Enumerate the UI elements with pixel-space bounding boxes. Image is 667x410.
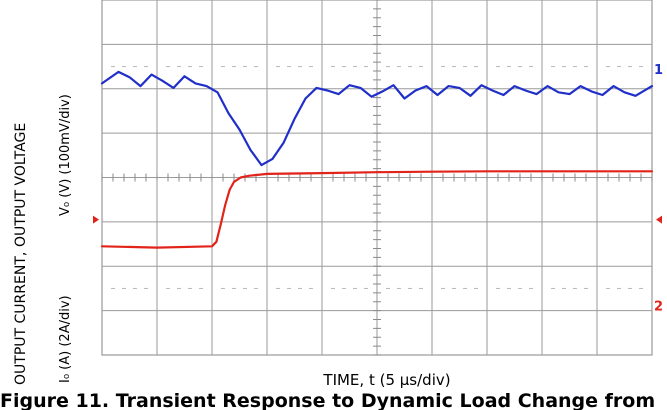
grid — [101, 0, 653, 356]
x-axis-label: TIME, t (5 µs/div) — [322, 371, 450, 389]
series-1-line — [100, 70, 654, 167]
y-axis-label-bottom: OUTPUT CURRENT, — [13, 252, 29, 385]
ground-arrow-left — [93, 215, 99, 224]
y-axis-units-top: V₀ (V) (100mV/div) — [58, 94, 73, 216]
channel-markers: 12 — [93, 63, 663, 315]
y-axis-units-bottom: I₀ (A) (2A/div) — [58, 295, 73, 383]
series-layer — [100, 70, 654, 249]
channel-marker-1: 1 — [654, 63, 663, 78]
series-2-line — [100, 170, 654, 249]
figure-caption: Figure 11. Transient Response to Dynamic… — [0, 390, 656, 410]
y-axis-label-top: OUTPUT VOLTAGE — [13, 123, 29, 247]
oscilloscope-chart: 12 OUTPUT VOLTAGE V₀ (V) (100mV/div) OUT… — [13, 0, 663, 389]
channel-marker-2: 2 — [654, 300, 663, 315]
ground-arrow-right — [656, 215, 662, 224]
